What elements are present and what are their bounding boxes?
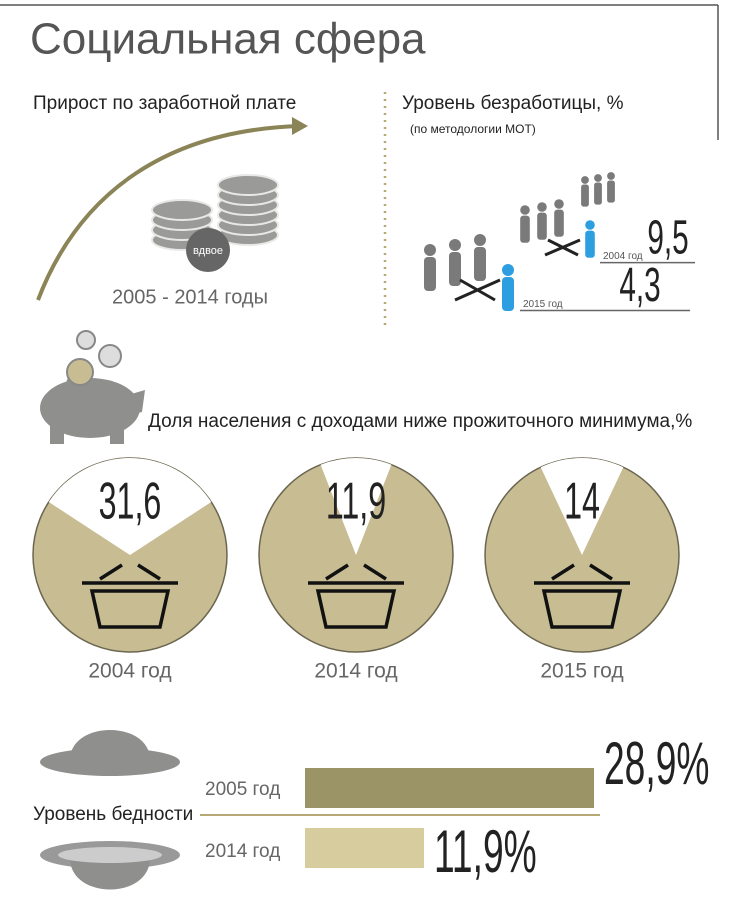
infographic: Социальная сфера Прирост по заработной п…	[0, 0, 733, 916]
person-body	[474, 247, 486, 281]
person-head	[424, 244, 436, 256]
pie-label: 2015 год	[540, 660, 623, 683]
level-value: 9,5	[647, 211, 688, 264]
level-label: 2015 год	[523, 299, 563, 310]
pie-value: 14	[564, 473, 600, 531]
bar-value: 11,9%	[434, 818, 537, 885]
bar-label: 2005 год	[205, 779, 280, 800]
cross	[455, 240, 580, 300]
person-body	[554, 210, 564, 237]
unemployment-subtitle: (по методологии МОТ)	[410, 122, 536, 136]
person-body	[537, 213, 547, 240]
pie-title: Доля населения с доходами ниже прожиточн…	[148, 411, 692, 432]
person-head	[585, 220, 595, 230]
person-head	[502, 264, 514, 276]
person-body	[520, 216, 530, 243]
bar-title: Уровень бедности	[33, 804, 193, 825]
person-head	[554, 199, 564, 209]
person-body	[607, 181, 615, 203]
person-head	[594, 174, 602, 182]
pie-value: 11,9	[326, 473, 386, 531]
wage-period: 2005 - 2014 годы	[112, 286, 268, 308]
person-head	[520, 205, 530, 215]
person-body	[449, 252, 461, 286]
bar-label: 2014 год	[205, 841, 280, 862]
person-head	[474, 234, 486, 246]
person-body	[424, 257, 436, 291]
person-head	[537, 202, 547, 212]
person-body	[585, 231, 595, 258]
pie-label: 2004 год	[88, 660, 171, 683]
wage-illustration	[38, 117, 308, 300]
person-body	[594, 183, 602, 205]
person-body	[502, 277, 514, 311]
level-value: 4,3	[619, 259, 660, 312]
page-title: Социальная сфера	[30, 15, 426, 64]
wage-heading: Прирост по заработной плате	[33, 93, 296, 114]
bar-value: 28,9%	[604, 730, 709, 797]
wage-badge: вдвое	[193, 245, 223, 257]
pie-label: 2014 год	[314, 660, 397, 683]
bar	[305, 828, 424, 868]
people-illustration	[424, 172, 615, 311]
person-head	[607, 172, 615, 180]
piggy-bank	[40, 331, 145, 444]
person-head	[581, 176, 589, 184]
unemployment-title: Уровень безработицы, %	[402, 93, 624, 114]
pie-value: 31,6	[99, 473, 162, 531]
person-body	[581, 185, 589, 207]
page: { "title": "Социальная сфера", "wage_gro…	[0, 0, 733, 916]
person-head	[449, 239, 461, 251]
bar	[305, 768, 594, 808]
